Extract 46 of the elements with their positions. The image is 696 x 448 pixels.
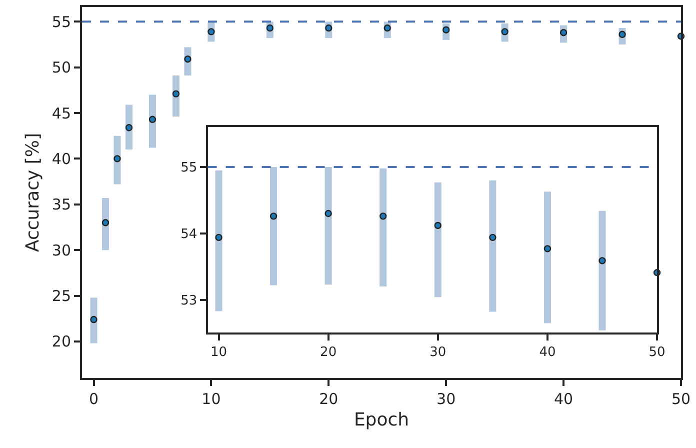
point bbox=[184, 55, 192, 63]
point bbox=[384, 24, 391, 32]
point bbox=[215, 234, 222, 242]
point bbox=[102, 219, 110, 226]
point bbox=[544, 245, 552, 252]
y-tick-label: 53 bbox=[180, 293, 198, 308]
point bbox=[114, 155, 121, 162]
y-tick-label: 25 bbox=[52, 287, 71, 306]
point bbox=[172, 90, 180, 98]
point bbox=[442, 26, 450, 34]
y-tick-label: 50 bbox=[52, 58, 71, 77]
y-tick-label: 40 bbox=[52, 150, 71, 168]
point bbox=[270, 212, 278, 220]
point bbox=[148, 116, 156, 123]
x-tick-label: 10 bbox=[202, 390, 221, 408]
point bbox=[208, 28, 215, 36]
y-tick-label: 54 bbox=[180, 226, 198, 242]
point bbox=[618, 30, 626, 38]
y-tick-label: 35 bbox=[52, 196, 71, 214]
point bbox=[266, 24, 274, 32]
x-tick-label: 0 bbox=[88, 390, 99, 408]
point bbox=[324, 210, 332, 218]
x-tick-label: 50 bbox=[648, 344, 666, 360]
point bbox=[434, 222, 442, 230]
x-tick-label: 30 bbox=[430, 344, 446, 360]
y-axis-title: Accuracy [%] bbox=[22, 132, 44, 252]
point bbox=[489, 234, 496, 242]
point bbox=[380, 212, 387, 220]
y-tick-label: 55 bbox=[180, 160, 198, 176]
x-tick-label: 50 bbox=[671, 390, 691, 408]
x-tick-label: 20 bbox=[319, 390, 338, 408]
point bbox=[325, 24, 332, 32]
point bbox=[90, 316, 98, 324]
x-axis-title: Epoch bbox=[354, 410, 410, 431]
y-tick-label: 45 bbox=[52, 104, 71, 122]
point bbox=[125, 124, 133, 132]
y-tick-label: 55 bbox=[52, 12, 71, 31]
point bbox=[501, 28, 508, 36]
point bbox=[598, 257, 606, 264]
y-tick-label: 30 bbox=[52, 241, 71, 260]
x-tick-label: 40 bbox=[554, 390, 574, 408]
x-tick-label: 10 bbox=[210, 344, 228, 360]
x-tick-label: 30 bbox=[436, 390, 456, 408]
x-tick-label: 40 bbox=[539, 344, 556, 360]
point bbox=[560, 28, 568, 36]
x-tick-label: 20 bbox=[320, 344, 337, 360]
